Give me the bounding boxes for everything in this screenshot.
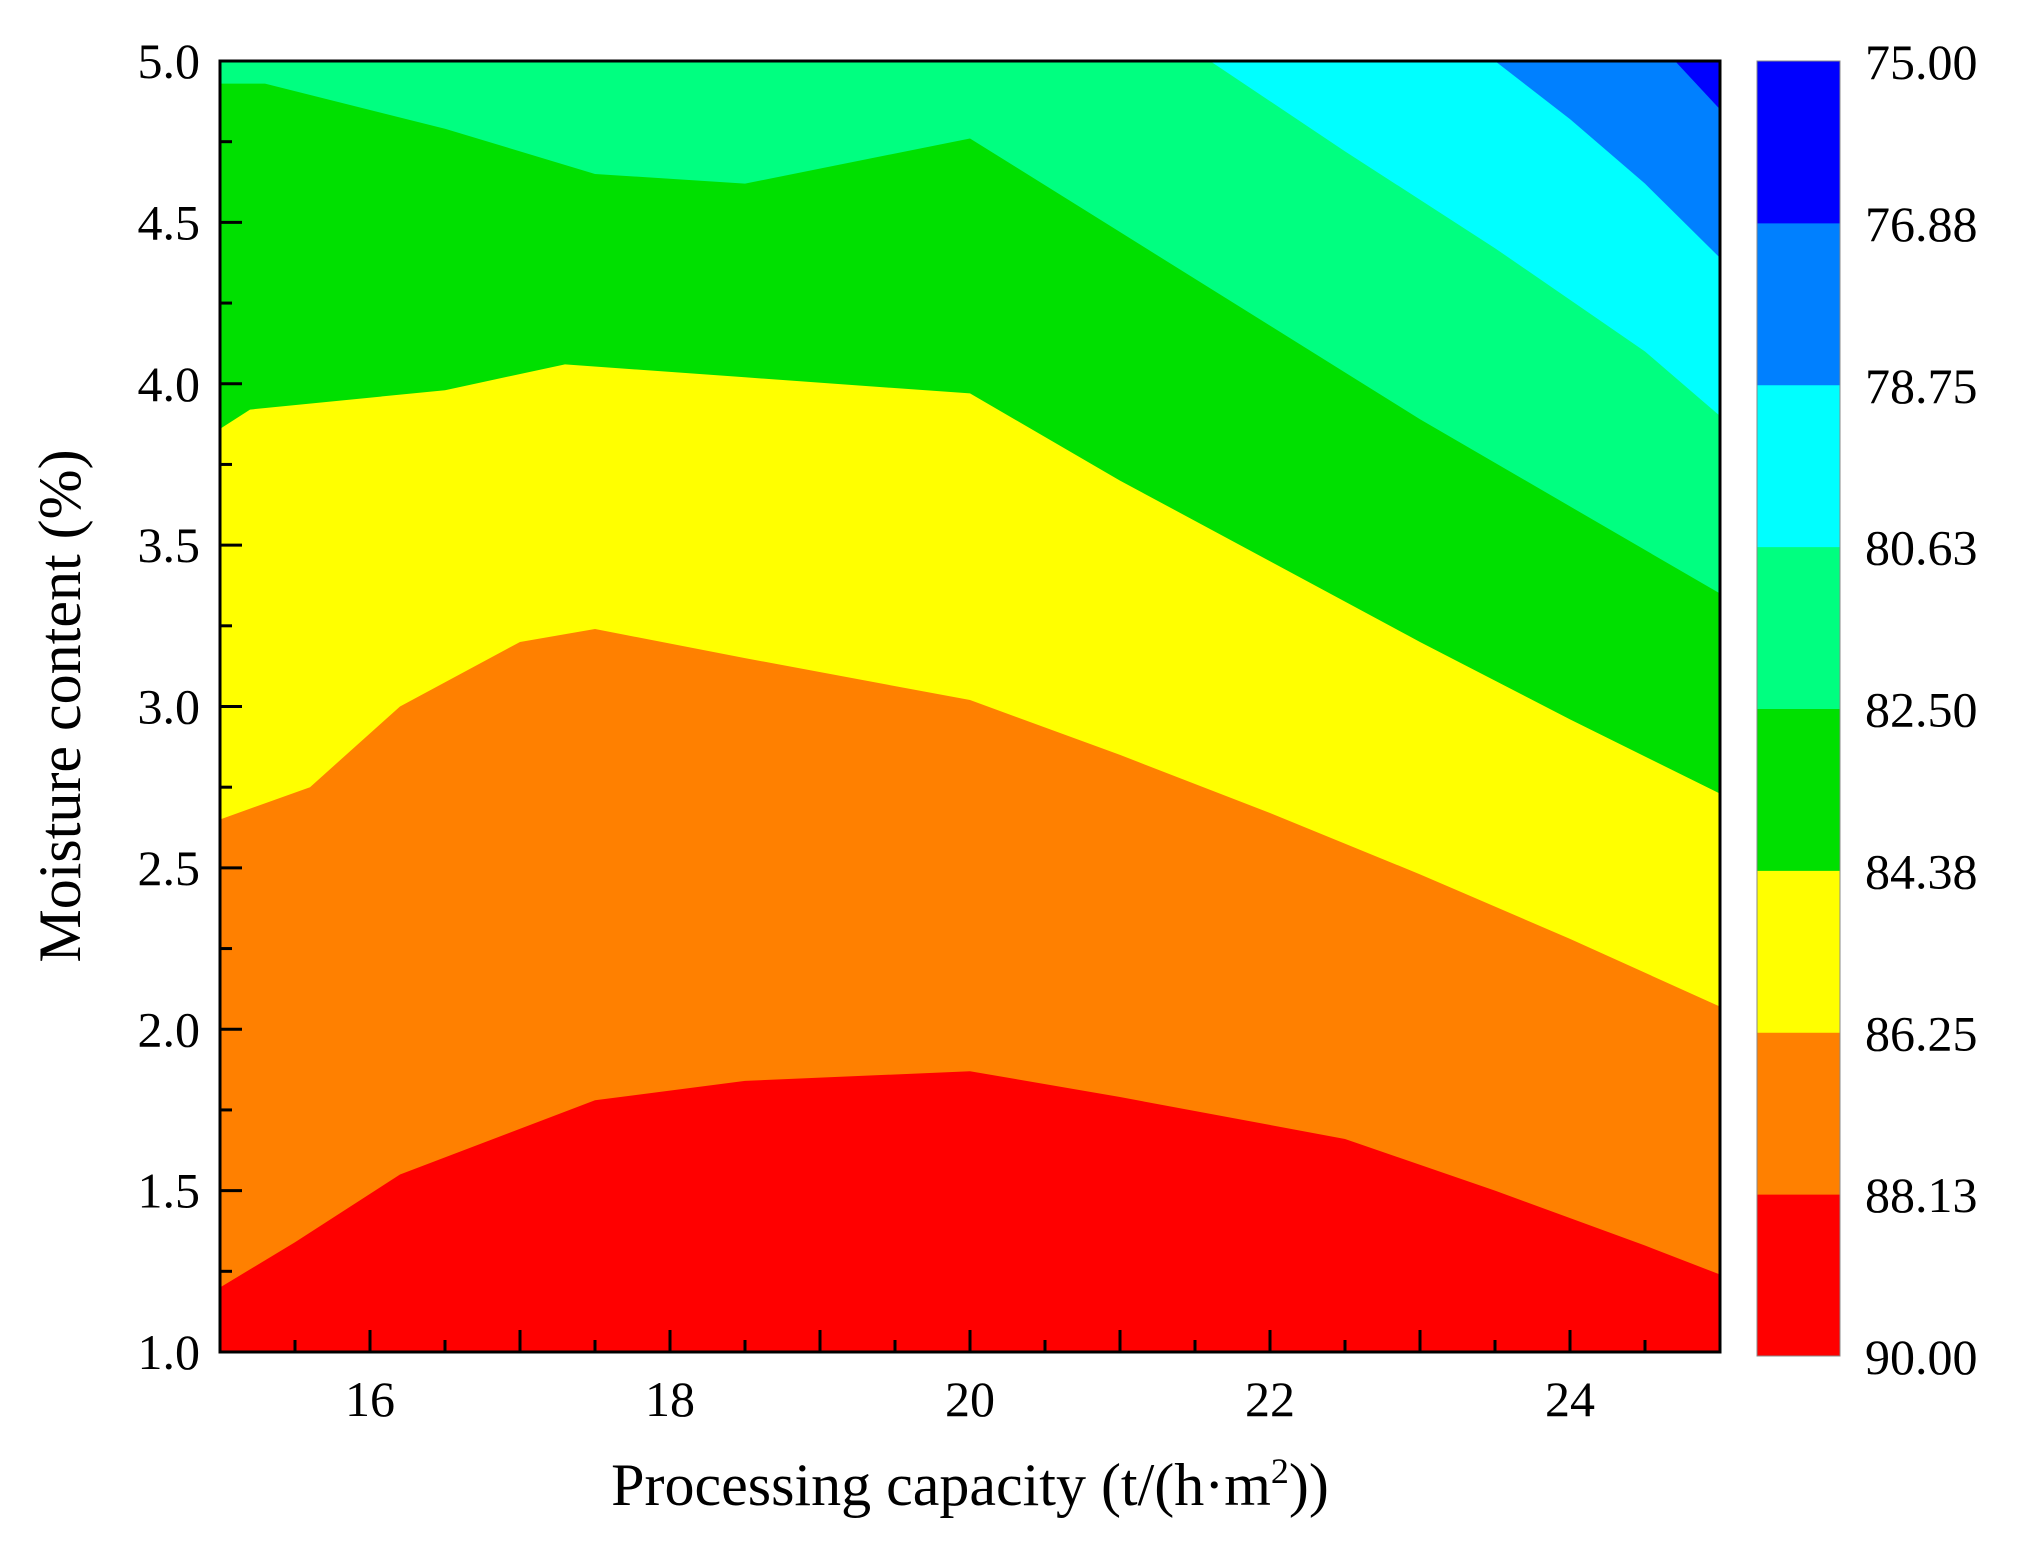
y-tick-label: 2.5 bbox=[138, 840, 201, 896]
contour-band-4 bbox=[220, 61, 1720, 594]
y-tick-label: 5.0 bbox=[138, 33, 201, 89]
colorbar-label: 90.00 bbox=[1865, 1329, 1978, 1385]
contour-band-7 bbox=[1675, 61, 1720, 110]
x-tick-label: 18 bbox=[645, 1371, 695, 1427]
y-tick-label: 1.5 bbox=[138, 1163, 201, 1219]
colorbar-frame bbox=[1756, 60, 1841, 1357]
y-tick-label: 3.0 bbox=[138, 679, 201, 735]
colorbar-swatch bbox=[1757, 1032, 1840, 1195]
y-axis-title: Moisture content (%) bbox=[27, 449, 93, 962]
x-tick-label: 22 bbox=[1245, 1371, 1295, 1427]
colorbar-swatch bbox=[1757, 1194, 1840, 1357]
colorbar-swatch bbox=[1757, 384, 1840, 548]
contour-band-6 bbox=[1495, 61, 1720, 258]
colorbar-label: 80.63 bbox=[1865, 520, 1978, 576]
colorbar-label: 75.00 bbox=[1865, 34, 1978, 90]
x-axis-title-superscript: 2 bbox=[1271, 1451, 1289, 1491]
x-tick-label: 20 bbox=[945, 1371, 995, 1427]
colorbar-label: 86.25 bbox=[1865, 1005, 1978, 1061]
y-axis: 1.0 1.5 2.0 2.5 3.0 3.5 4.0 4.5 5.0 bbox=[138, 33, 242, 1380]
x-tick-label: 24 bbox=[1545, 1371, 1595, 1427]
x-tick-label: 16 bbox=[345, 1371, 395, 1427]
colorbar-swatch bbox=[1757, 546, 1840, 709]
colorbar-swatch bbox=[1757, 708, 1840, 871]
y-tick-label: 4.0 bbox=[138, 356, 201, 412]
y-tick-label: 4.5 bbox=[138, 194, 201, 250]
y-tick-label: 2.0 bbox=[138, 1001, 201, 1057]
x-axis: 16 18 20 22 24 bbox=[218, 1330, 1722, 1427]
colorbar-label: 88.13 bbox=[1865, 1167, 1978, 1223]
contour-regions bbox=[220, 61, 1720, 1352]
contour-band-5 bbox=[1210, 61, 1720, 417]
colorbar: 90.00 88.13 86.25 84.38 82.50 80.63 78.75 76.88… bbox=[1756, 34, 1978, 1385]
colorbar-label: 78.75 bbox=[1865, 358, 1978, 414]
x-axis-title-tail: )) bbox=[1289, 1452, 1329, 1518]
y-tick-label: 1.0 bbox=[138, 1324, 201, 1380]
x-axis-title: Processing capacity (t/(h·m2)) bbox=[611, 1451, 1329, 1518]
colorbar-label: 76.88 bbox=[1865, 196, 1978, 252]
y-tick-label: 3.5 bbox=[138, 517, 201, 573]
colorbar-swatch bbox=[1757, 61, 1840, 224]
colorbar-swatch bbox=[1757, 222, 1840, 386]
x-axis-title-main: Processing capacity (t/(h·m bbox=[611, 1452, 1271, 1518]
colorbar-label: 82.50 bbox=[1865, 682, 1978, 738]
colorbar-swatch bbox=[1757, 870, 1840, 1033]
colorbar-label: 84.38 bbox=[1865, 843, 1978, 899]
